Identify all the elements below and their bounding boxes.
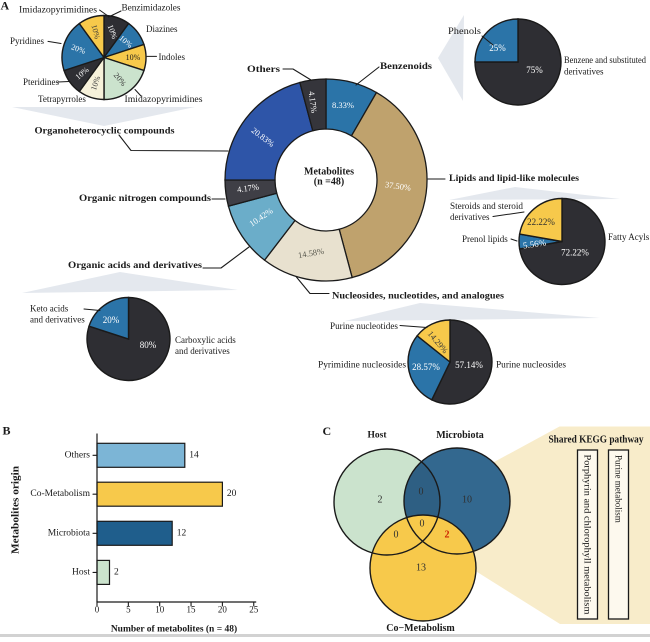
svg-text:C: C [323,424,332,438]
svg-text:0: 0 [420,519,425,530]
svg-text:Pyridines: Pyridines [10,36,44,46]
svg-text:Pteridines: Pteridines [23,77,59,87]
svg-text:20: 20 [218,605,228,615]
svg-text:Phenols: Phenols [448,26,482,36]
svg-text:8.33%: 8.33% [332,100,354,110]
svg-text:Pyrimidine nucleosides: Pyrimidine nucleosides [318,360,407,370]
svg-text:10: 10 [462,495,472,506]
svg-text:Benzenoids: Benzenoids [380,62,432,72]
svg-text:5.56%: 5.56% [522,237,547,250]
svg-text:Diazines: Diazines [146,24,178,34]
svg-text:and derivatives: and derivatives [30,315,85,325]
svg-text:Nucleosides, nucleotides, and: Nucleosides, nucleotides, and analogues [332,292,504,302]
svg-text:25%: 25% [489,43,506,53]
svg-text:Porphyrin and chlorophyll meta: Porphyrin and chlorophyll metabolism [583,455,593,615]
svg-text:Steroids and steroid: Steroids and steroid [450,201,524,211]
svg-text:Lipids and lipid-like molecule: Lipids and lipid-like molecules [449,174,579,184]
svg-text:derivatives: derivatives [564,67,604,77]
svg-text:37.50%: 37.50% [384,179,411,193]
svg-text:Microbiota: Microbiota [436,430,484,441]
svg-text:Others: Others [65,450,91,460]
svg-text:Fatty Acyls: Fatty Acyls [608,232,650,242]
svg-text:10%: 10% [89,24,102,41]
svg-text:Purine nucleotides: Purine nucleotides [330,321,398,331]
svg-text:0: 0 [95,605,100,615]
svg-text:Purine metabolism: Purine metabolism [614,455,624,523]
svg-text:2: 2 [378,495,383,506]
svg-text:Organic nitrogen compounds: Organic nitrogen compounds [79,194,211,204]
svg-text:28.57%: 28.57% [412,362,440,372]
svg-text:Carboxylic acids: Carboxylic acids [175,335,236,345]
svg-text:75%: 75% [526,65,543,75]
svg-text:5: 5 [126,605,131,615]
svg-text:14: 14 [189,450,199,460]
svg-text:Benzimidazoles: Benzimidazoles [122,3,182,13]
svg-text:Purine nucleosides: Purine nucleosides [496,360,567,370]
svg-text:Number of metabolites (n = 48): Number of metabolites (n = 48) [111,624,237,635]
svg-text:2: 2 [445,530,450,541]
svg-text:derivatives: derivatives [450,212,490,222]
svg-text:Keto acids: Keto acids [30,304,69,314]
svg-text:Host: Host [72,567,90,577]
svg-text:20%: 20% [103,315,120,325]
svg-text:13: 13 [416,563,426,574]
svg-text:10%: 10% [89,74,102,91]
svg-text:Shared KEGG pathway: Shared KEGG pathway [549,435,645,446]
svg-text:Co−Metabolism: Co−Metabolism [386,623,455,634]
svg-text:22.22%: 22.22% [527,217,555,227]
svg-text:12: 12 [177,528,187,538]
svg-text:Tetrapyrroles: Tetrapyrroles [38,94,86,104]
svg-text:4.17%: 4.17% [236,182,259,195]
svg-text:Microbiota: Microbiota [48,528,91,538]
svg-text:Host: Host [368,431,388,441]
svg-text:20: 20 [227,489,237,499]
svg-text:Others: Others [247,65,280,75]
svg-text:A: A [1,0,10,13]
svg-text:Organic acids and derivatives: Organic acids and derivatives [68,261,202,271]
svg-text:Organoheterocyclic compounds: Organoheterocyclic compounds [35,127,175,137]
svg-text:B: B [3,424,11,438]
svg-text:0: 0 [419,487,424,498]
svg-text:80%: 80% [140,340,157,350]
svg-text:72.22%: 72.22% [561,248,589,258]
svg-text:Imidazopyrimidines: Imidazopyrimidines [125,94,204,104]
svg-text:2: 2 [114,567,119,577]
svg-text:Metabolites origin: Metabolites origin [11,466,22,554]
svg-text:57.14%: 57.14% [455,360,483,370]
svg-text:4.17%: 4.17% [307,90,320,113]
svg-text:Co-Metabolism: Co-Metabolism [30,489,90,499]
svg-text:10%: 10% [126,53,141,62]
svg-text:and derivatives: and derivatives [175,346,230,356]
svg-text:15: 15 [187,605,197,615]
svg-text:Metabolites: Metabolites [304,167,354,178]
svg-text:Prenol lipids: Prenol lipids [462,234,508,244]
svg-text:0: 0 [394,530,399,541]
svg-text:Benzene and substituted: Benzene and substituted [564,55,646,65]
svg-text:25: 25 [249,605,259,615]
svg-text:Imidazopyrimidines: Imidazopyrimidines [19,5,98,15]
svg-text:Indoles: Indoles [159,52,186,62]
svg-text:10: 10 [155,605,165,615]
svg-text:(n =48): (n =48) [314,177,344,188]
svg-text:14.58%: 14.58% [297,246,325,260]
